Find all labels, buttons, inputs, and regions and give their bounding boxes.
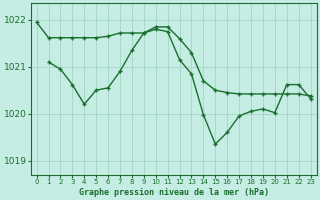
X-axis label: Graphe pression niveau de la mer (hPa): Graphe pression niveau de la mer (hPa) [79,188,268,197]
